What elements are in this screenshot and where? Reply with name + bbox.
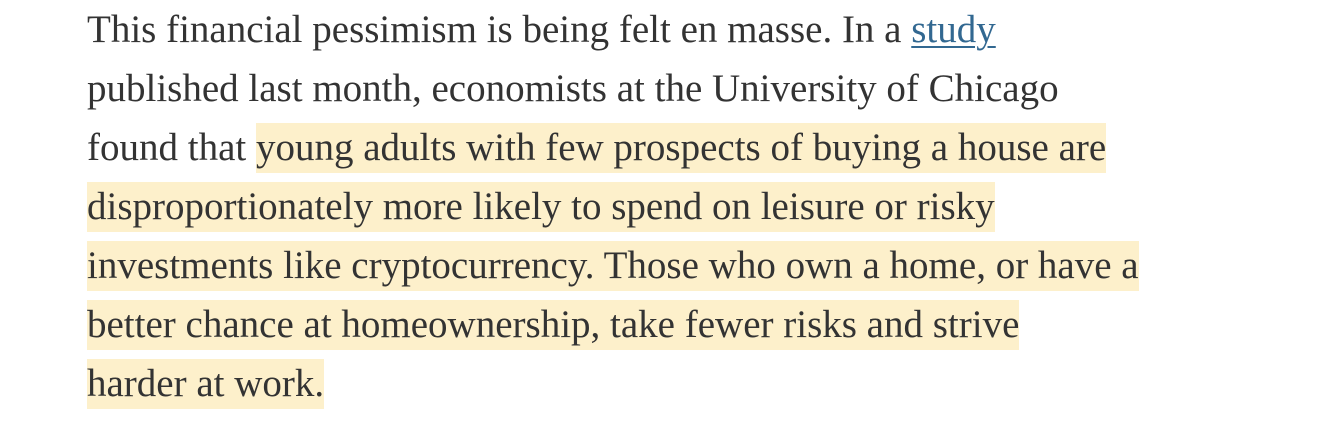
- highlighted-text: young adults with few prospects of buyin…: [255, 123, 1107, 173]
- text-line: better chance at homeownership, take few…: [87, 295, 1139, 354]
- highlighted-text: harder at work.: [87, 359, 325, 409]
- text-line: disproportionately more likely to spend …: [87, 177, 1139, 236]
- paragraph: This financial pessimism is being felt e…: [87, 0, 1139, 413]
- highlighted-text: investments like cryptocurrency. Those w…: [87, 241, 1139, 291]
- text: found that: [87, 126, 256, 169]
- text-line: harder at work.: [87, 354, 1139, 413]
- link[interactable]: study: [911, 8, 996, 51]
- highlighted-text: better chance at homeownership, take few…: [87, 300, 1020, 350]
- text-line: found that young adults with few prospec…: [87, 118, 1139, 177]
- text: published last month, economists at the …: [87, 67, 1059, 110]
- text-line: published last month, economists at the …: [87, 59, 1139, 118]
- text: This financial pessimism is being felt e…: [87, 8, 912, 51]
- text-line: This financial pessimism is being felt e…: [87, 0, 1139, 59]
- highlighted-text: disproportionately more likely to spend …: [87, 182, 995, 232]
- text-line: investments like cryptocurrency. Those w…: [87, 236, 1139, 295]
